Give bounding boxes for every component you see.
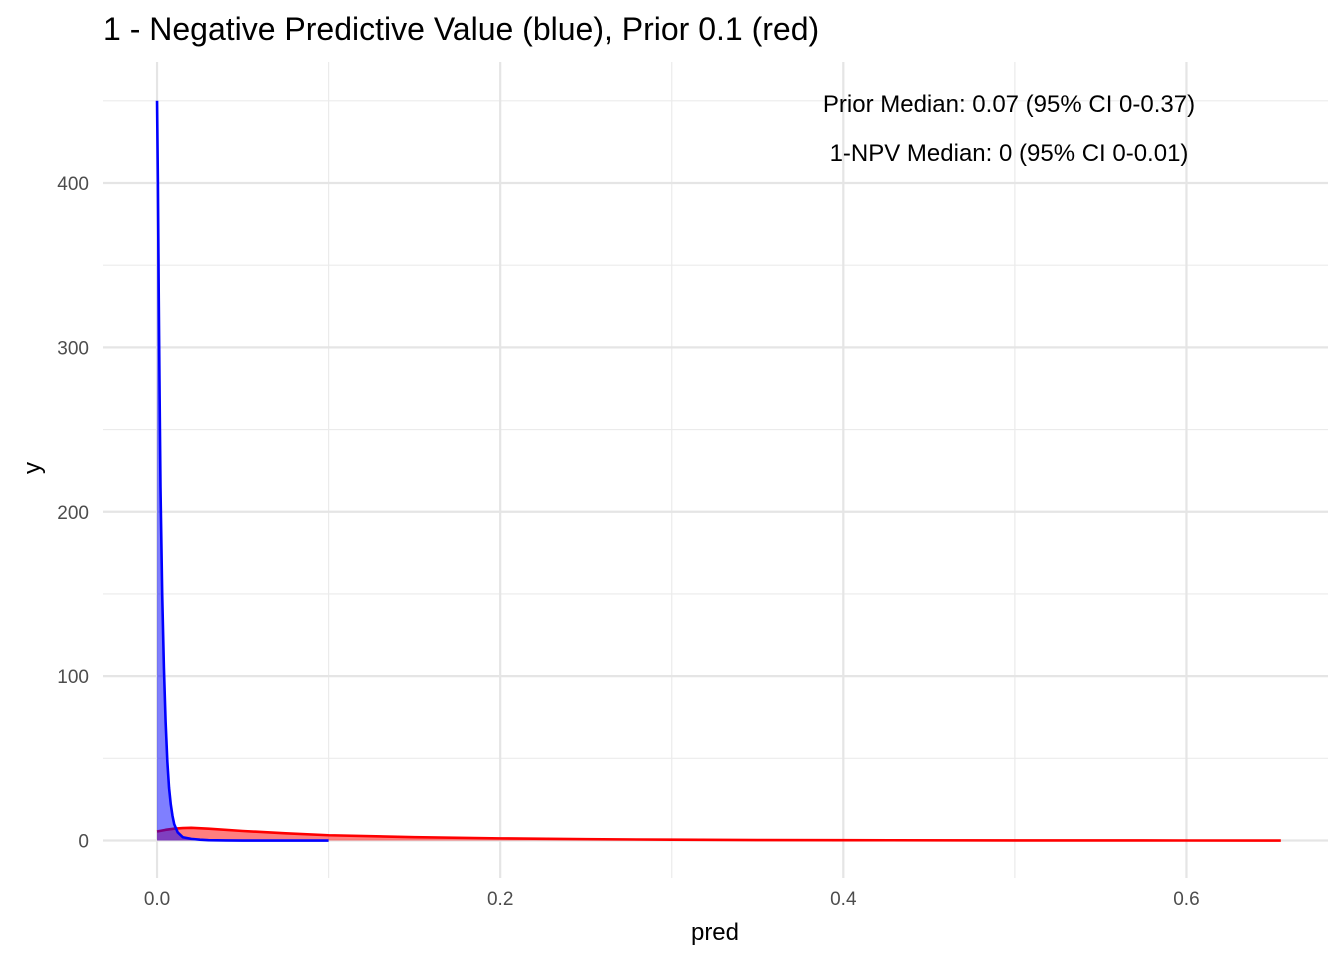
series-1-line [155,100,329,842]
x-tick-label: 0.0 [144,889,170,910]
npv-median-annotation: 1-NPV Median: 0 (95% CI 0-0.01) [830,140,1189,167]
y-axis-label: y [19,462,46,474]
series-0-line [156,826,1281,842]
major-gridlines [103,62,1328,878]
y-tick-label: 0 [78,832,89,853]
y-tick-label: 300 [57,338,89,359]
minor-gridlines [103,62,1328,878]
x-axis-label: pred [691,919,739,946]
x-tick-label: 0.4 [830,889,857,910]
y-tick-label: 200 [57,503,89,524]
chart-title: 1 - Negative Predictive Value (blue), Pr… [103,11,819,47]
x-tick-label: 0.6 [1173,889,1199,910]
y-tick-label: 400 [57,174,89,195]
prior-median-annotation: Prior Median: 0.07 (95% CI 0-0.37) [823,91,1195,118]
x-tick-label: 0.2 [487,889,513,910]
axis-ticks: 0.0 0.2 0.4 0.6 0 100 200 300 400 [57,174,1199,910]
density-series [155,100,1281,842]
series-1-area [157,100,329,841]
y-tick-label: 100 [57,667,89,688]
